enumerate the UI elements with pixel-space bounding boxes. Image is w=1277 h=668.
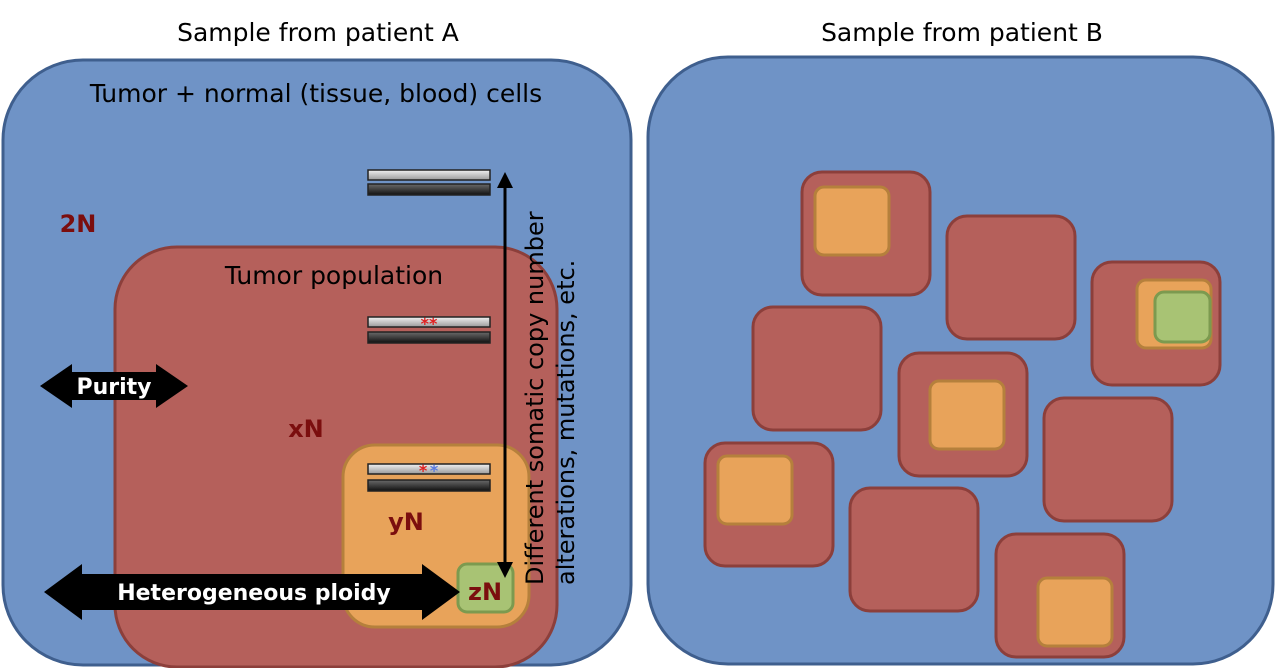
tumor-population-label: Tumor population (224, 261, 443, 290)
subclone-cell (716, 454, 794, 526)
tumor-cell (751, 305, 883, 432)
vertical-label-line2: alterations, mutations, etc. (552, 260, 580, 585)
patient-b-tumor-cells (703, 170, 1222, 659)
tumor-cell (848, 486, 980, 613)
vertical-label-line1: Different somatic copy number (521, 211, 549, 585)
mutation-mark-blue: * (430, 461, 439, 480)
panel-b-title: Sample from patient B (821, 18, 1103, 47)
mutation-marks-red: ** (421, 314, 438, 333)
panel-a-title: Sample from patient A (177, 18, 459, 47)
ploidy-arrow-icon (44, 564, 460, 620)
ploidy-arrow-label: Heterogeneous ploidy (117, 581, 391, 606)
subclone-cell (1036, 576, 1114, 648)
subsubclone-region (456, 562, 515, 614)
tumor-cell (945, 214, 1077, 341)
copy-number-double-arrow (497, 172, 513, 578)
ploidy-xn-label: xN (288, 415, 324, 443)
chromosome-pair-subclone: * * (367, 461, 491, 492)
mutation-mark-red: * (419, 461, 428, 480)
ploidy-2n-label: 2N (60, 210, 97, 238)
normal-cells-label: Tumor + normal (tissue, blood) cells (89, 79, 542, 108)
chromosome-pair-tumor: ** (367, 314, 491, 344)
ploidy-zn-label: zN (468, 578, 502, 606)
purity-label: Purity (76, 375, 151, 400)
tumor-cell (1042, 396, 1174, 523)
subclone-cell (928, 379, 1006, 451)
ploidy-yn-label: yN (388, 508, 424, 536)
chromosome-pair-normal (367, 169, 491, 196)
purity-arrow-icon (40, 364, 188, 408)
subsubclone-cell (1153, 290, 1212, 344)
subclone-cell (813, 185, 891, 257)
